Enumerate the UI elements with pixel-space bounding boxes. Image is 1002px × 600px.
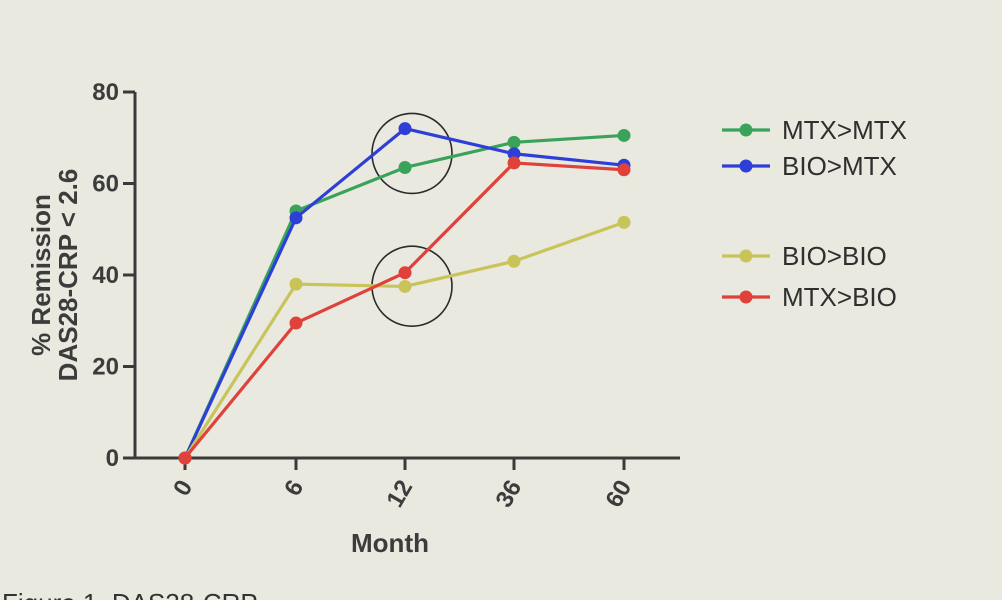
series-mtx-bio — [178, 156, 631, 465]
data-point — [617, 128, 631, 142]
data-point — [507, 147, 521, 161]
x-tick-label: 12 — [381, 476, 418, 513]
y-axis-title-line1: % Remission — [26, 194, 56, 356]
series-bio-bio — [178, 215, 631, 465]
x-tick-label: 0 — [168, 476, 198, 501]
legend-label: BIO>BIO — [782, 241, 887, 271]
data-point — [617, 215, 631, 229]
legend-label: MTX>BIO — [782, 282, 897, 312]
data-point — [507, 156, 521, 170]
data-point — [507, 254, 521, 268]
series-line — [183, 133, 625, 459]
data-point — [289, 211, 303, 225]
data-point — [398, 279, 412, 293]
legend-swatch-marker — [739, 290, 753, 304]
x-tick-label: 6 — [279, 476, 309, 501]
data-point — [289, 277, 303, 291]
y-axis-title-line2: DAS28-CRP < 2.6 — [53, 169, 83, 382]
data-point — [178, 451, 192, 465]
data-point — [398, 266, 412, 280]
y-tick-label: 80 — [92, 79, 119, 106]
data-point — [398, 160, 412, 174]
legend-item: BIO>BIO — [722, 241, 887, 271]
figure-caption: Figure 1. DAS28-CRP — [2, 588, 258, 600]
series-mtx-mtx — [178, 128, 631, 465]
data-point — [617, 163, 631, 177]
data-point — [289, 316, 303, 330]
legend-item: BIO>MTX — [722, 151, 897, 181]
y-tick-label: 20 — [92, 354, 119, 381]
series-line — [183, 127, 625, 459]
y-tick-label: 60 — [92, 171, 119, 198]
series-group — [178, 122, 631, 465]
y-tick-label: 40 — [92, 262, 119, 289]
legend-label: MTX>MTX — [782, 115, 907, 145]
legend-item: MTX>BIO — [722, 282, 897, 312]
series-line — [183, 220, 625, 459]
x-tick-label: 60 — [600, 476, 637, 513]
legend-item: MTX>MTX — [722, 115, 907, 145]
legend-label: BIO>MTX — [782, 151, 897, 181]
legend-swatch-marker — [739, 249, 753, 263]
x-tick-label: 36 — [490, 476, 527, 513]
legend: MTX>MTX BIO>MTX BIO>BIO MTX>BIO — [722, 115, 907, 312]
data-point — [507, 135, 521, 149]
y-tick-label: 0 — [106, 445, 119, 472]
legend-swatch-marker — [739, 123, 753, 137]
annotation-circle — [371, 112, 453, 195]
data-point — [398, 122, 412, 136]
x-axis-title: Month — [351, 528, 429, 558]
legend-swatch-marker — [739, 159, 753, 173]
